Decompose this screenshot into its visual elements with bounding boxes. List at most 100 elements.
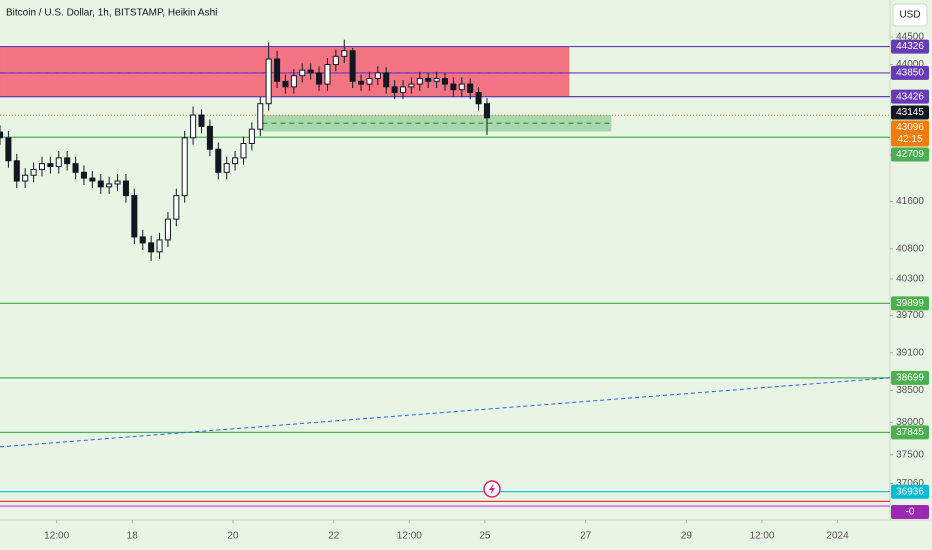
candle-body [164, 218, 171, 241]
trend-line [0, 377, 891, 448]
candle-body [206, 125, 213, 150]
x-tick-label: 20 [227, 531, 239, 542]
price-tag [891, 484, 929, 499]
price-tag [891, 147, 929, 162]
candle-body [139, 236, 146, 244]
price-tag-label: 38699 [896, 373, 924, 384]
x-tick-label: 12:00 [749, 531, 774, 542]
candle-body [299, 69, 306, 77]
candle-body [282, 80, 289, 88]
candle-body [458, 83, 465, 91]
candle-body [349, 50, 356, 82]
candle-body [215, 148, 222, 173]
x-tick-label: 22 [328, 531, 340, 542]
price-tag [891, 120, 929, 147]
candle-body [433, 77, 440, 82]
price-tag-label: 36936 [896, 486, 924, 497]
candle-body [257, 103, 264, 130]
candle-body [232, 157, 239, 165]
candle-body [173, 195, 180, 220]
price-tag [891, 39, 929, 54]
candle-body [122, 180, 129, 197]
candle-body [307, 69, 314, 74]
candle-body [181, 137, 188, 197]
price-tag-label: 44326 [896, 41, 924, 52]
candle-body [467, 83, 474, 93]
candle-body [332, 55, 339, 66]
candle-body [391, 86, 398, 93]
candle-body [55, 157, 62, 168]
candle-body [450, 83, 457, 91]
price-tag [891, 65, 929, 80]
candle-body [290, 75, 297, 88]
candle-body [38, 163, 46, 170]
candle-body [416, 77, 423, 85]
y-tick-label: 39100 [896, 347, 924, 358]
candle-body [358, 80, 365, 85]
y-tick-label: 44500 [896, 32, 924, 43]
candle-body [80, 171, 87, 179]
x-tick-label: 12:00 [397, 531, 422, 542]
price-tag [891, 296, 929, 311]
price-tag-label: 43145 [896, 107, 924, 118]
candle-body [0, 131, 4, 139]
candle-body [47, 163, 54, 168]
candle-body [408, 83, 415, 88]
price-tag-label: 42709 [896, 149, 924, 160]
y-tick-label: 37500 [896, 449, 924, 460]
candle-body [374, 72, 381, 79]
currency[interactable]: USD [899, 10, 920, 21]
bottom-tag [891, 505, 929, 519]
axis: 4450044000424004160040800403003970039100… [44, 32, 929, 542]
price-tag-label: 37845 [896, 427, 924, 438]
x-tick-label: 2024 [826, 531, 849, 542]
candle-body [274, 58, 281, 82]
price-tag [891, 370, 929, 385]
candle-body [97, 180, 104, 188]
price-tag [891, 105, 929, 120]
y-tick-label: 40800 [896, 244, 924, 255]
candle-body [324, 64, 331, 85]
candle-body [190, 114, 197, 139]
candle-body [316, 72, 323, 85]
candle-body [475, 91, 482, 105]
price-tag-label: 43850 [896, 68, 924, 79]
candle-body [131, 195, 138, 238]
candle-body [106, 183, 113, 188]
candle-body [248, 128, 255, 145]
candle-body [341, 50, 348, 57]
x-tick-label: 25 [479, 531, 491, 542]
price-tag [891, 89, 929, 104]
alert-icon[interactable] [483, 480, 501, 498]
candle-body [223, 163, 230, 173]
candle-body [425, 77, 432, 82]
candle-body [198, 114, 205, 127]
candle-body [156, 239, 163, 253]
price-tag-label: 43096 [896, 122, 924, 133]
candle-body [366, 77, 373, 85]
candle-body [265, 58, 272, 105]
x-tick-label: 29 [681, 531, 693, 542]
currency-button[interactable] [892, 3, 928, 27]
candle-body [400, 86, 407, 93]
chart-title: Bitcoin / U.S. Dollar, 1h, BITSTAMP, Hei… [6, 8, 217, 19]
y-tick-label: 38500 [896, 385, 924, 396]
zone [0, 46, 570, 98]
candle-body [114, 180, 121, 185]
x-tick-label: 18 [127, 531, 139, 542]
price-tag-label: 39899 [896, 298, 924, 309]
candle-body [64, 157, 71, 165]
y-tick-label: 37060 [896, 478, 924, 489]
countdown: 42:15 [897, 134, 922, 145]
candle-body [5, 137, 12, 162]
y-tick-label: 41600 [896, 196, 924, 207]
y-tick-label: 44000 [896, 59, 924, 70]
y-tick-label: 39700 [896, 310, 924, 321]
candle-body [240, 143, 247, 159]
bottom-tag-label: -0 [906, 507, 915, 518]
price-tag-label: 43426 [896, 91, 924, 102]
candle-body [22, 174, 29, 182]
candle-body [89, 177, 96, 182]
price-tag [891, 425, 929, 440]
